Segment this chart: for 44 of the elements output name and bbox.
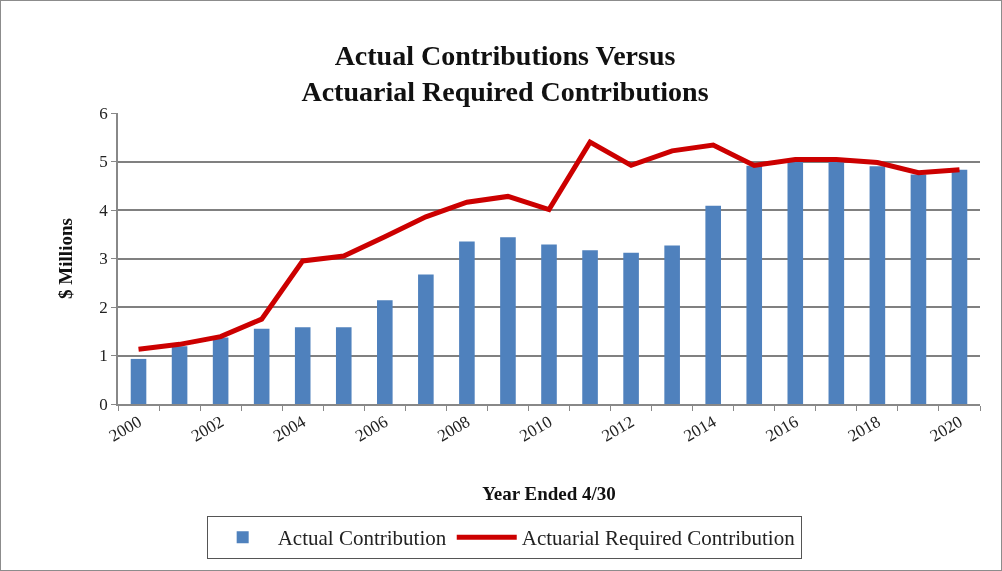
y-tick-label: 5 <box>99 152 108 172</box>
chart-title: Actual Contributions Versus Actuarial Required Contributions <box>301 39 709 107</box>
bar <box>335 327 352 404</box>
x-tick-label: 2002 <box>187 412 227 446</box>
x-tick-label: 2014 <box>680 411 720 446</box>
bar <box>910 174 927 404</box>
y-tick-label: 1 <box>99 346 108 366</box>
y-tick-label: 2 <box>99 297 108 317</box>
legend-label: Actual Contribution <box>277 526 447 551</box>
x-tick-label: 2018 <box>844 412 884 446</box>
x-tick-label: 2000 <box>105 412 145 446</box>
bar <box>253 328 270 404</box>
y-tick-label: 3 <box>99 249 108 269</box>
legend-label: Actuarial Required Contribution <box>521 526 796 551</box>
y-tick-label: 4 <box>99 200 109 220</box>
bar <box>377 300 393 404</box>
bar <box>664 245 680 404</box>
x-tick-label: 2010 <box>516 412 556 446</box>
x-tick-label: 2016 <box>762 412 802 446</box>
x-tick-label: 2020 <box>926 412 966 446</box>
y-tick-label: 0 <box>99 394 108 414</box>
x-tick-label: 2012 <box>598 412 638 446</box>
x-axis-title: Year Ended 4/30 <box>482 482 616 504</box>
bar <box>171 346 188 404</box>
y-axis-title: $ Millions <box>54 218 76 299</box>
y-tick-label: 6 <box>99 103 108 123</box>
bar <box>294 327 311 404</box>
bar <box>212 337 229 404</box>
x-tick-label: 2008 <box>434 412 474 446</box>
bar <box>787 161 804 404</box>
bar <box>582 250 598 404</box>
bar <box>623 252 639 404</box>
bar <box>459 241 475 404</box>
bar <box>500 237 516 404</box>
bar <box>705 205 721 404</box>
bar <box>746 165 763 404</box>
x-tick-label: 2006 <box>352 412 392 446</box>
bar <box>418 274 434 404</box>
bar <box>828 161 845 404</box>
x-tick-label: 2004 <box>270 411 310 446</box>
bar <box>130 358 147 404</box>
bar <box>541 244 557 404</box>
bar <box>869 166 886 404</box>
bar <box>951 169 968 404</box>
